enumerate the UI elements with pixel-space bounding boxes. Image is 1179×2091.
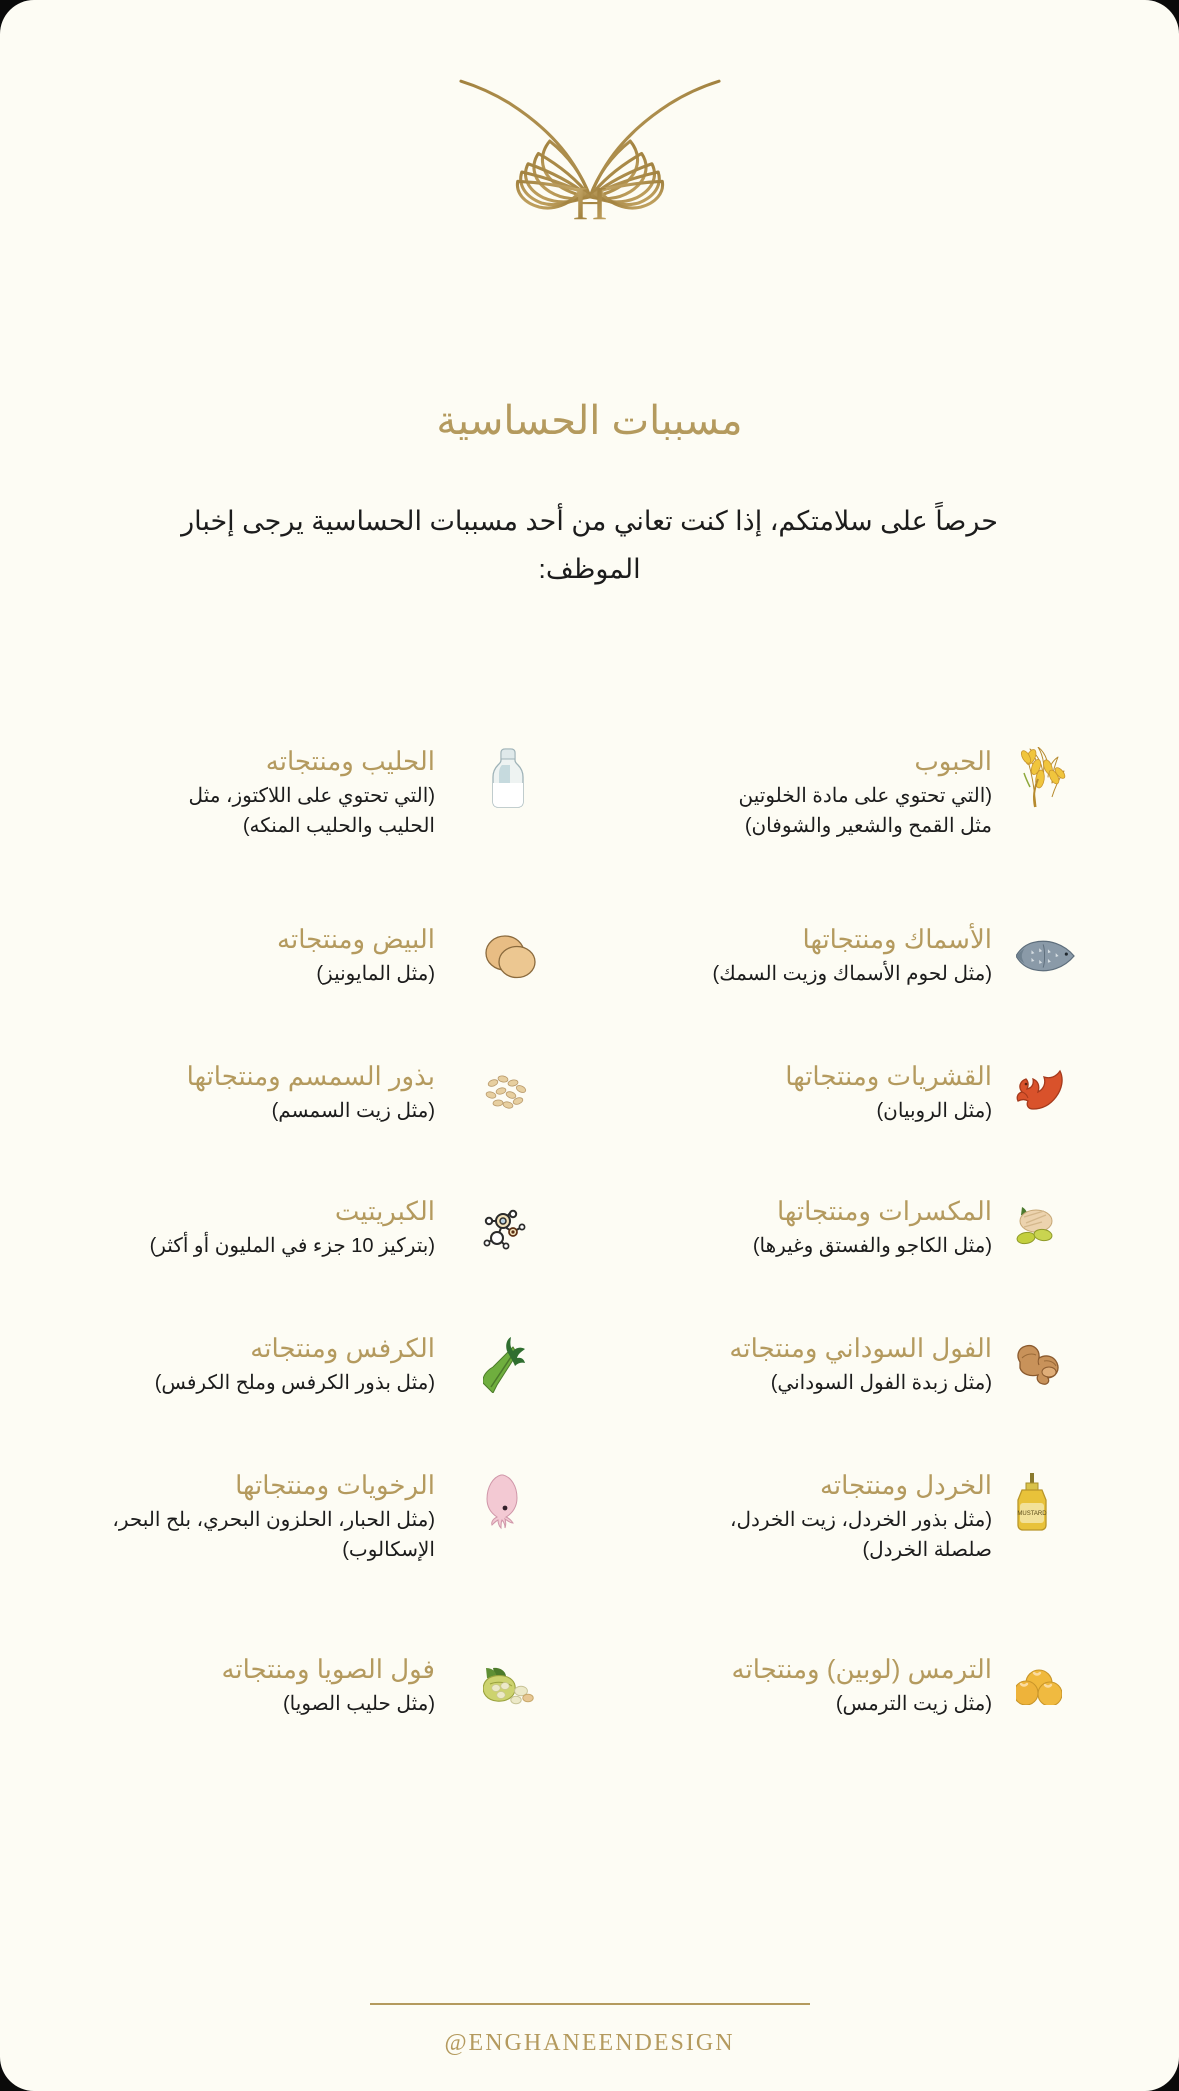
svg-text:MUSTARD: MUSTARD (1017, 1511, 1047, 1517)
svg-text:H: H (572, 179, 606, 231)
